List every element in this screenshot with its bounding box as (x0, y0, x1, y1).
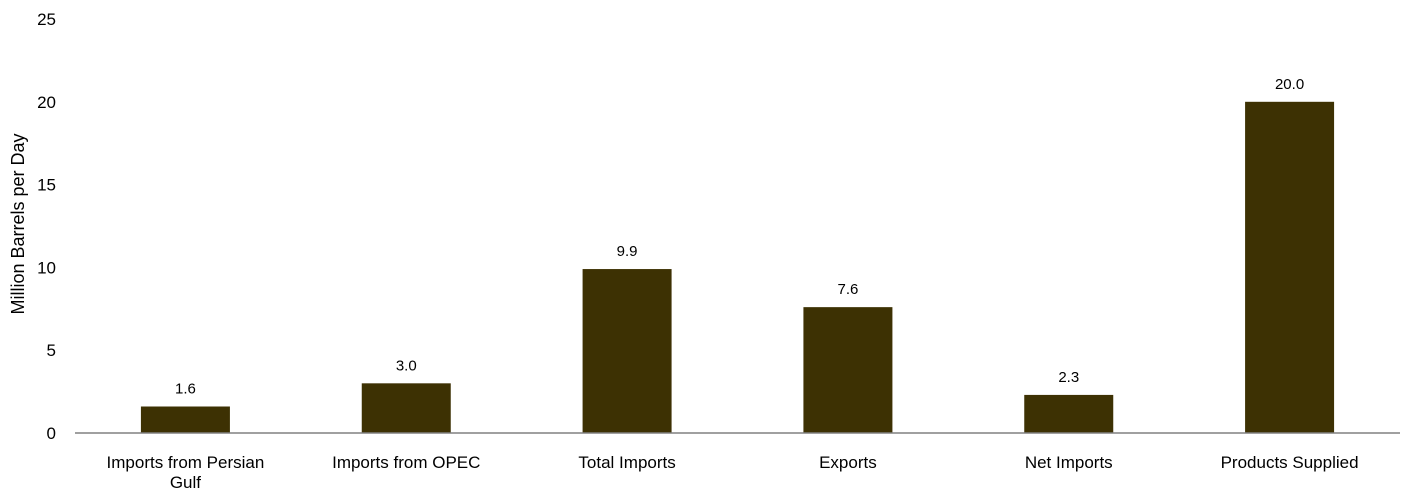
x-category-label: Exports (819, 453, 877, 472)
bar-value-label: 20.0 (1275, 76, 1304, 93)
data-labels: 1.6 3.0 9.9 7.6 2.3 20.0 (175, 76, 1304, 398)
x-category-label: Products Supplied (1221, 453, 1359, 472)
y-tick-label: 20 (37, 93, 56, 112)
y-axis-ticks: 0 5 10 15 20 25 (37, 10, 56, 443)
y-axis-title: Million Barrels per Day (8, 133, 28, 314)
x-category-label: Imports from OPEC (332, 453, 480, 472)
bar-value-label: 7.6 (837, 281, 858, 298)
x-category-label: Net Imports (1025, 453, 1113, 472)
bar (1024, 394, 1114, 433)
y-tick-label: 5 (47, 341, 56, 360)
bar-value-label: 2.3 (1058, 369, 1079, 386)
x-category-label: Total Imports (578, 453, 675, 472)
bar (140, 406, 230, 433)
x-category-label: Gulf (170, 473, 201, 492)
x-category-label: Imports from Persian (107, 453, 265, 472)
y-tick-label: 10 (37, 258, 56, 277)
bar (1245, 101, 1335, 434)
bars (140, 101, 1335, 434)
bar (582, 269, 672, 433)
bar-value-label: 9.9 (617, 243, 638, 260)
y-tick-label: 15 (37, 176, 56, 195)
y-tick-label: 25 (37, 10, 56, 29)
bar-value-label: 3.0 (396, 357, 417, 374)
y-tick-label: 0 (47, 424, 56, 443)
bar (361, 383, 451, 433)
bar (803, 307, 893, 433)
bar-value-label: 1.6 (175, 381, 196, 398)
